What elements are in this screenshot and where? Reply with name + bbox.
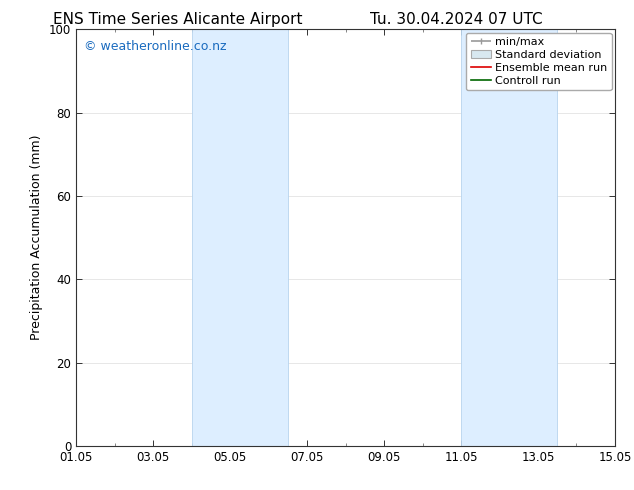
Y-axis label: Precipitation Accumulation (mm): Precipitation Accumulation (mm): [30, 135, 43, 341]
Bar: [191, 29, 288, 446]
Text: ENS Time Series Alicante Airport: ENS Time Series Alicante Airport: [53, 12, 302, 27]
Legend: min/max, Standard deviation, Ensemble mean run, Controll run: min/max, Standard deviation, Ensemble me…: [466, 33, 612, 90]
Text: Tu. 30.04.2024 07 UTC: Tu. 30.04.2024 07 UTC: [370, 12, 543, 27]
Bar: [461, 29, 557, 446]
Text: © weatheronline.co.nz: © weatheronline.co.nz: [84, 40, 227, 53]
